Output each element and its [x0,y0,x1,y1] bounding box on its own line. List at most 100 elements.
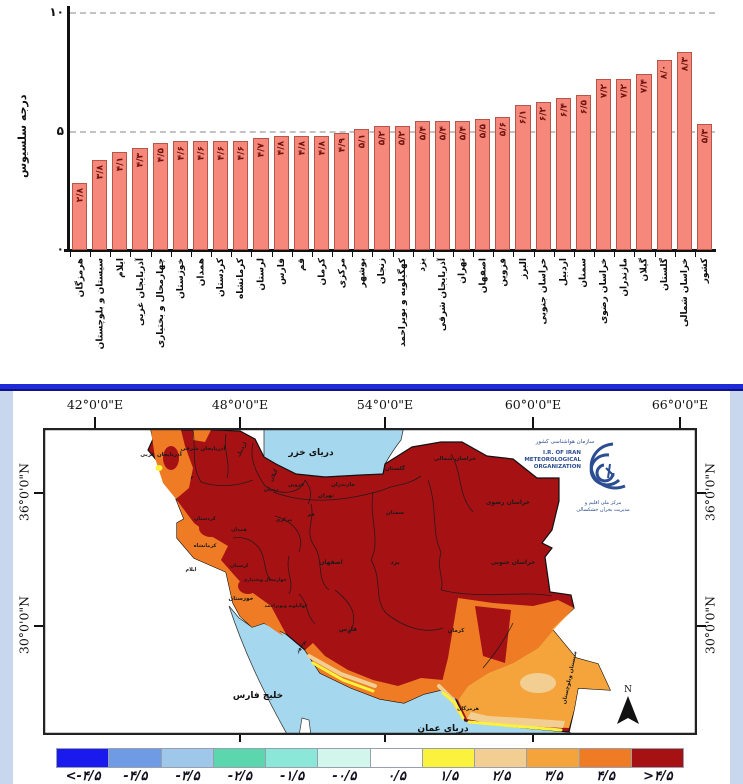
province-label: قزوین [288,482,304,488]
lon-label-66e: 66°0'0"E [651,397,709,412]
bar-column: ۴/۶ خوزستان [170,0,191,384]
bar-column: ۵/۳ کشور [694,0,715,384]
lat-tick [697,492,706,494]
bar-category-label: یزد [417,258,428,272]
north-arrow-label: N [624,685,632,695]
bar [293,135,309,250]
bar-value-label: ۶/۵ [579,100,590,115]
qatar-peninsula [298,717,312,735]
legend-cell [630,748,684,768]
bar-value-label: ۶/۱ [518,109,529,125]
legend-cell [160,748,214,768]
bar-category-label: اصفهان [478,258,489,294]
bar-category-label: کرمانشاه [236,258,247,300]
lon-tick [239,417,241,428]
bar [475,119,491,250]
bar-value-label: ۴/۸ [276,140,287,156]
bar-category-label: آذربایجان غربی [135,258,146,326]
bar-category-label: کهگیلویه و بویراحمد [397,258,408,347]
legend-label: -۰/۵ [332,769,357,784]
bar-category-label: آذربایجان شرقی [437,258,448,332]
bar [535,102,551,250]
bar-category-label: گلستان [659,258,670,291]
bar-value-label: ۵/۴ [458,126,469,141]
bar-value-label: ۸/۳ [679,57,690,72]
bar-value-label: ۵/۵ [478,124,489,139]
bar-category-label: قم [296,258,307,271]
bar-value-label: ۴/۶ [236,145,247,160]
bar-value-label: ۸/۰ [659,64,670,79]
bar-column: ۴/۶ کرمانشاه [231,0,251,384]
bar-column: ۴/۸ کرمان [311,0,332,384]
bar-column: ۴/۸ قم [291,0,312,384]
y-tick-10: ۱۰ [49,5,64,19]
bar-column: ۴/۸ فارس [271,0,292,384]
caspian-sea-label: دریای خزر [287,448,334,458]
bar-value-label: ۵/۲ [397,131,408,146]
bar-value-label: ۴/۶ [196,145,207,160]
bar-column: ۴/۹ مرکزی [332,0,352,384]
bar-column: ۷/۲ خراسان رضوی [594,0,614,384]
bar [253,138,269,250]
bar-column: ۴/۱ ایلام [110,0,130,384]
bar-column: ۳/۸ سیستان و بلوچستان [90,0,110,384]
legend-label: <-۴/۵ [65,769,101,784]
legend-label: ۳/۵ [544,769,563,784]
bar [273,135,289,250]
x-tick [493,252,495,257]
bars: ۲/۸ هرمزگان ۳/۸ سیستان و بلوچستان ۴/۱ ایلام ۴/… [70,0,715,384]
province-label: لرستان [230,563,248,569]
bar-category-label: سیستان و بلوچستان [95,258,106,350]
bar-column: ۵/۶ قزوین [493,0,513,384]
bar-column: ۵/۵ اصفهان [473,0,493,384]
bar [92,159,108,250]
bar [454,121,471,250]
x-tick [392,252,394,257]
x-tick [432,252,434,257]
x-tick [110,252,112,257]
x-tick [130,252,132,257]
province-label: اصفهان [319,559,343,566]
x-tick [311,252,313,257]
logo-en-line1: I.R. OF IRAN [543,450,581,456]
logo-en-line2: METEOROLOGICAL [524,457,581,463]
province-label: همدان [231,527,247,533]
bar-category-label: فارس [276,258,287,285]
y-axis [67,6,70,252]
province-label: آذربایجان غربی [140,450,182,458]
bar-column: ۸/۳ خراسان شمالی [674,0,695,384]
legend-label: -۳/۵ [175,769,200,784]
bar-column: ۵/۴ تهران [452,0,473,384]
lon-tick [532,417,534,428]
north-arrow: N [617,685,639,724]
legend-cell [369,748,423,768]
lon-tick-bottom [239,735,241,742]
province-label: خراسان شمالی [434,456,476,462]
province-label: مازندران [331,482,355,488]
left-edge-strip [0,391,13,784]
bar-value-label: ۵/۴ [437,126,448,141]
legend-label: >۴/۵ [643,769,673,784]
lon-label-60e: 60°0'0"E [504,397,562,412]
x-tick [694,252,696,257]
bar-category-label: همدان [196,258,207,287]
bar-value-label: ۷/۴ [639,78,650,94]
lat-tick [34,492,43,494]
x-tick [594,252,596,257]
x-tick [553,252,555,257]
x-tick [170,252,172,257]
bar [636,73,652,250]
bar-value-label: ۴/۹ [337,138,348,153]
bar-value-label: ۵/۳ [700,128,710,144]
x-tick [291,252,293,257]
bar-category-label: قزوین [498,258,509,287]
legend-cell [212,748,266,768]
x-tick [412,252,414,257]
bar-chart-panel: ۱۰ ۵ ۰ درجه سلسیوس ۲/۸ هرمزگان ۳/۸ سیستان و… [0,0,743,384]
bar-value-label: ۴/۳ [135,152,146,167]
bar-category-label: ایلام [115,258,126,278]
province-label: کردستان [194,516,216,522]
province-label: زنجان [264,487,279,493]
map-frame [43,428,697,735]
bar-category-label: تهران [458,258,469,284]
